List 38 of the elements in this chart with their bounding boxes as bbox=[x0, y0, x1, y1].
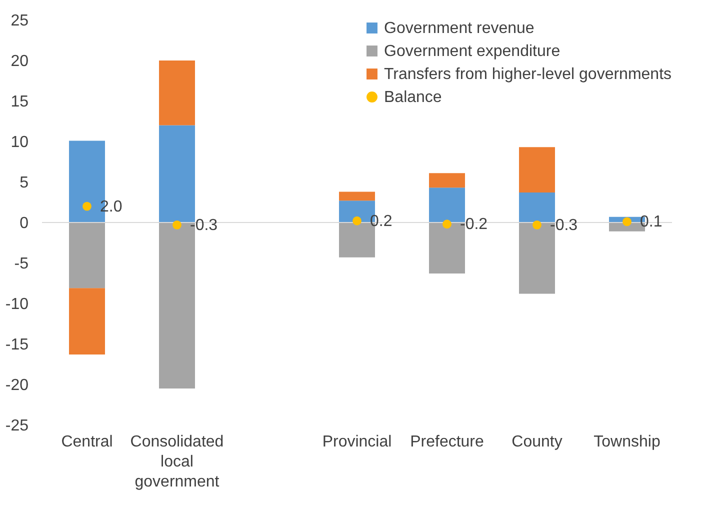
bar bbox=[69, 222, 105, 288]
y-tick-label: 5 bbox=[20, 174, 29, 192]
y-tick-label: -10 bbox=[5, 296, 29, 313]
bar bbox=[519, 147, 555, 193]
legend-label: Government expenditure bbox=[384, 43, 560, 60]
y-tick-label: 0 bbox=[20, 215, 29, 232]
y-tick-label: -5 bbox=[14, 256, 29, 272]
y-tick-label: -20 bbox=[5, 377, 29, 394]
x-tick-label: Prefecture bbox=[410, 434, 484, 450]
y-tick-label: 25 bbox=[10, 12, 29, 30]
bar bbox=[69, 288, 105, 355]
bar bbox=[429, 173, 465, 188]
x-tick-label: Provincial bbox=[322, 434, 392, 450]
data-label: 0.1 bbox=[640, 214, 662, 231]
legend-label: Balance bbox=[384, 89, 442, 106]
point bbox=[82, 202, 92, 211]
bar bbox=[159, 60, 195, 126]
x-tick-label: Central bbox=[61, 434, 113, 450]
point bbox=[532, 220, 542, 230]
x-tick-label: Township bbox=[594, 434, 660, 450]
data-label: -0.3 bbox=[190, 216, 218, 234]
data-label: 0.2 bbox=[370, 212, 392, 230]
point bbox=[442, 220, 452, 229]
legend-label: Transfers from higher-level governments bbox=[384, 66, 672, 83]
point bbox=[352, 216, 362, 226]
point bbox=[172, 220, 182, 230]
y-tick-label: -15 bbox=[5, 336, 29, 354]
bar bbox=[339, 192, 375, 201]
x-tick-label: Consolidated local government bbox=[130, 434, 224, 490]
point bbox=[622, 217, 632, 226]
y-tick-label: 20 bbox=[10, 53, 29, 70]
y-tick-label: -25 bbox=[5, 418, 29, 434]
data-label: -0.2 bbox=[460, 216, 488, 234]
data-label: -0.3 bbox=[550, 216, 578, 234]
y-tick-label: 15 bbox=[10, 94, 29, 110]
legend-label: Government revenue bbox=[384, 20, 534, 37]
y-tick-label: 10 bbox=[10, 134, 29, 151]
x-tick-label: County bbox=[512, 434, 562, 450]
